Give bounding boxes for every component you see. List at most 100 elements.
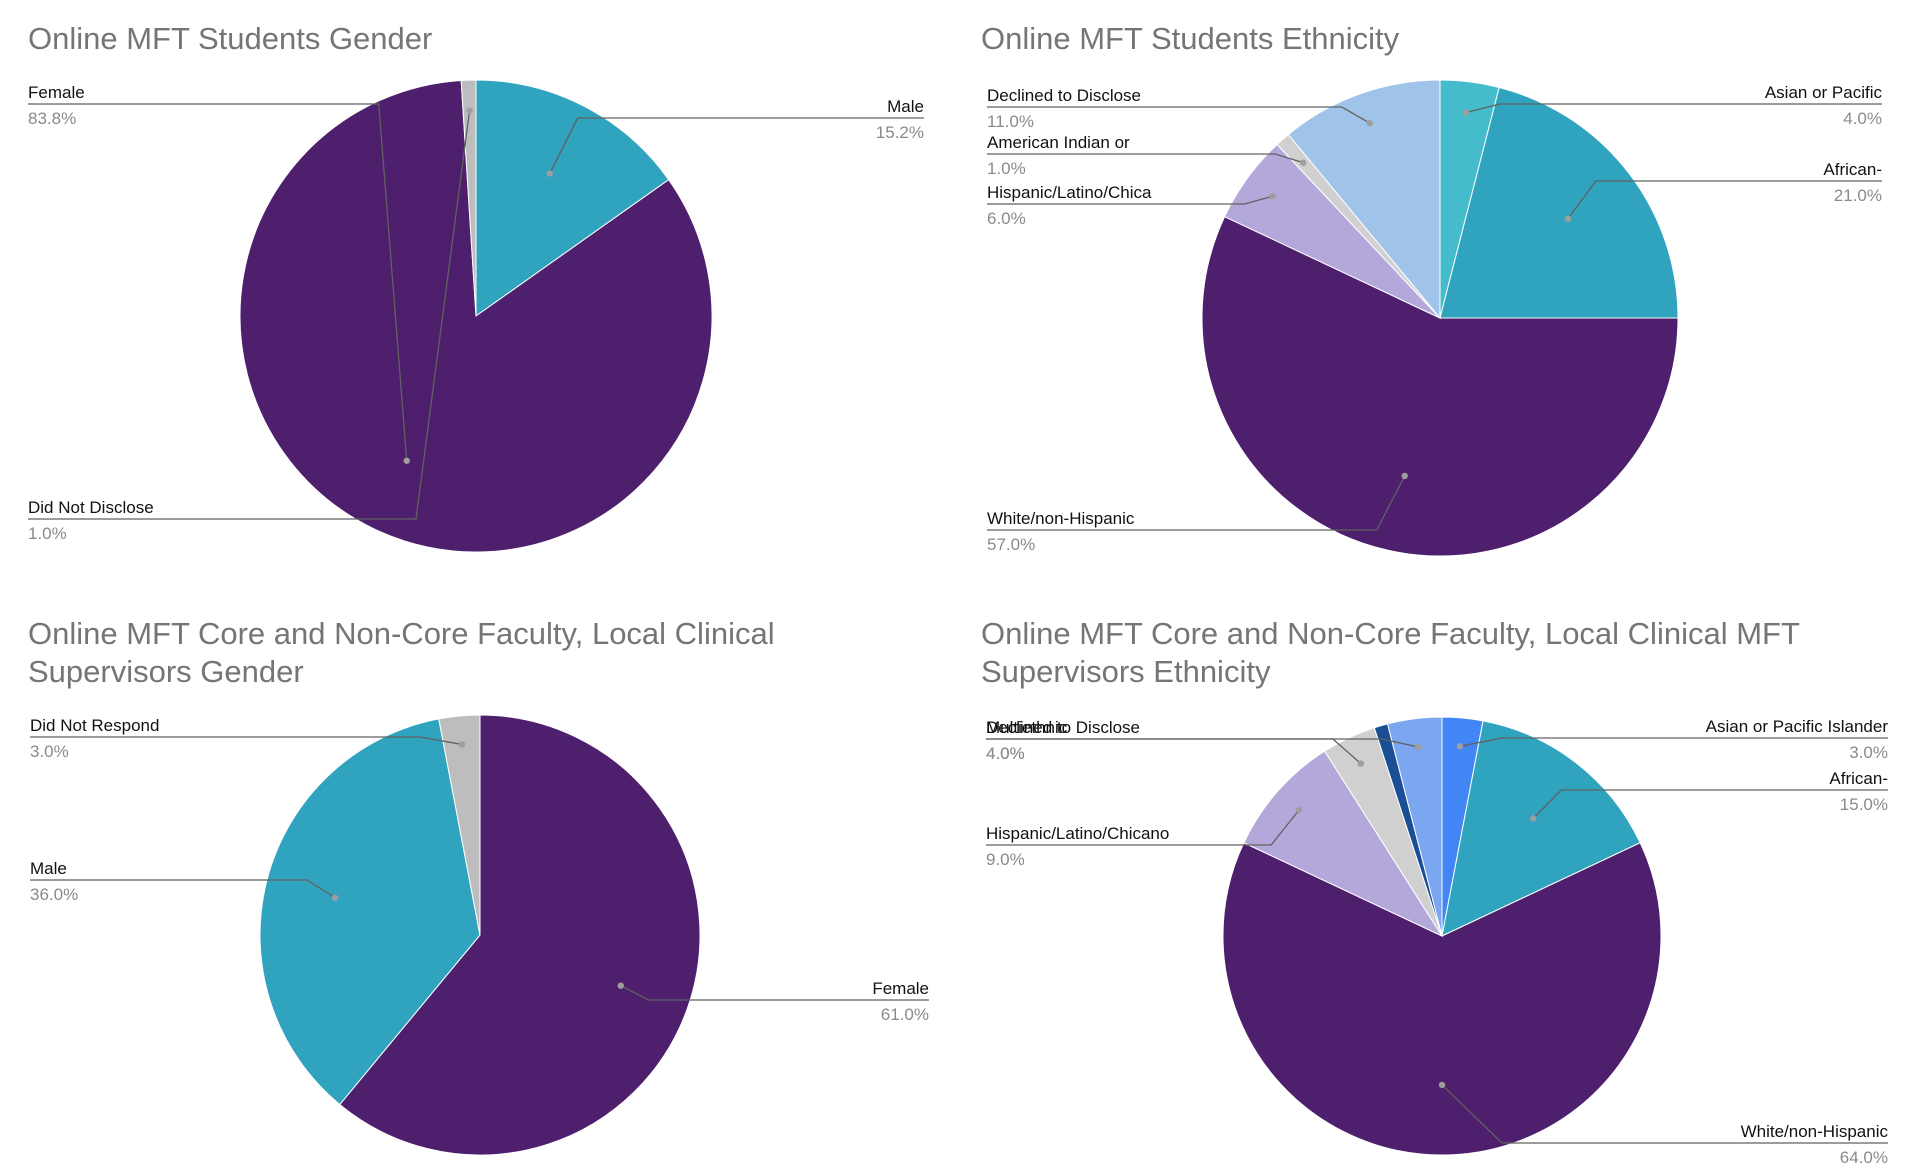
slice-label: Did Not Disclose: [28, 498, 154, 517]
slice-value: 4.0%: [986, 744, 1025, 763]
pie-slice-male: [475, 79, 670, 317]
leader-dot: [1564, 215, 1572, 223]
slice-value: 9.0%: [986, 850, 1025, 869]
leader-line: [987, 106, 1371, 124]
leader-dot: [1299, 159, 1307, 166]
slice-value: 4.0%: [986, 744, 1025, 763]
gender-faculty-panel: Online MFT Core and Non-Core Faculty, Lo…: [0, 587, 953, 1175]
slice-value: 83.8%: [28, 109, 76, 128]
leader-dot: [466, 107, 473, 114]
leader-line: [987, 195, 1273, 205]
slice-value: 1.0%: [987, 159, 1026, 178]
ethnicity-students-panel: Online MFT Students Ethnicity Asian or P…: [953, 0, 1906, 587]
leader-dot: [546, 170, 553, 177]
pie-chart-students-ethnicity: Asian or Pacific 4.0% African- 21.0% White/n…: [987, 79, 1882, 557]
pie-chart-faculty-gender: Female 61.0% Male 36.0% Did Not Respond 3.0%: [30, 714, 929, 1156]
leader-line: [1532, 789, 1888, 819]
slice-value: 61.0%: [881, 1005, 929, 1024]
leader-dot: [1357, 760, 1365, 767]
pie-slices: [259, 714, 701, 1156]
pie-slice-hispanic-latino-chicano: [1243, 750, 1444, 938]
leader-line: [986, 809, 1300, 846]
leader-dot: [403, 457, 410, 464]
slice-value: 3.0%: [1849, 743, 1888, 762]
slice-value: 4.0%: [1843, 109, 1882, 128]
pie-slice-african: [1441, 720, 1641, 937]
leader-dot: [1269, 193, 1276, 200]
gender-students-panel: Online MFT Students Gender Male 15.2% Fema…: [0, 0, 953, 587]
pie-slices: [1201, 79, 1679, 557]
slice-label: African-: [1823, 160, 1882, 179]
slice-label: Declined to Disclose: [987, 86, 1141, 105]
leader-dot: [458, 741, 466, 748]
slice-value: 15.2%: [876, 123, 924, 142]
slice-label: Hispanic/Latino/Chicano: [986, 824, 1169, 843]
pie-slice-white-non-hispanic: [1201, 215, 1679, 557]
pie-slices: [1222, 716, 1662, 1156]
slice-value: 3.0%: [30, 742, 69, 761]
slice-label: Asian or Pacific Islander: [1706, 717, 1889, 736]
leader-dot: [1456, 743, 1464, 750]
pie-slices: [239, 79, 713, 553]
slice-label: White/non-Hispanic: [1741, 1122, 1889, 1141]
leader-dot: [1366, 119, 1374, 127]
leader-line: [987, 475, 1406, 531]
slice-label: Declined to Disclose: [986, 718, 1140, 737]
pie-slice-white-non-hispanic: [1222, 842, 1662, 1156]
chart-title: Online MFT Students Gender: [28, 21, 433, 56]
pie-slice-female: [339, 714, 701, 1156]
leader-line: [28, 103, 408, 461]
pie-slice-did-not-respond: [438, 714, 481, 936]
pie-slice-declined-to-disclose: [1287, 79, 1441, 320]
slice-label: White/non-Hispanic: [987, 509, 1135, 528]
leader-dot: [331, 894, 339, 901]
leader-dot: [1295, 806, 1303, 814]
pie-slice-did-not-disclose: [460, 79, 477, 317]
slice-label: Male: [30, 859, 67, 878]
leader-line: [986, 738, 1362, 765]
slice-value: 57.0%: [987, 535, 1035, 554]
leader-dot: [1462, 109, 1470, 116]
leader-line: [1465, 103, 1882, 114]
chart-title: Online MFT Core and Non-Core Faculty, Lo…: [28, 616, 775, 689]
slice-label: African-: [1829, 769, 1888, 788]
slice-label: American Indian or: [987, 133, 1130, 152]
pie-labels: Female 61.0% Male 36.0% Did Not Respond 3.0%: [30, 716, 929, 1024]
slice-label: Female: [28, 83, 85, 102]
pie-labels: Asian or Pacific 4.0% African- 21.0% White/n…: [987, 83, 1882, 554]
slice-label: Did Not Respond: [30, 716, 159, 735]
leader-line: [620, 985, 929, 1001]
slice-value: 15.0%: [1840, 795, 1888, 814]
slice-label: Hispanic/Latino/Chica: [987, 183, 1152, 202]
ethnicity-faculty-panel: Online MFT Core and Non-Core Faculty, Lo…: [953, 587, 1906, 1175]
leader-dot: [1401, 472, 1408, 480]
leader-line: [1567, 180, 1882, 220]
pie-labels: Male 15.2% Female 83.8% Did Not Disclose 1.0%: [28, 83, 924, 543]
pie-chart-students-gender: Male 15.2% Female 83.8% Did Not Disclose 1.0%: [28, 79, 924, 553]
slice-value: 64.0%: [1840, 1148, 1888, 1167]
slice-label: Male: [887, 97, 924, 116]
leader-dot: [617, 982, 624, 989]
slice-value: 1.0%: [28, 524, 67, 543]
leader-line: [987, 153, 1304, 164]
slice-label: Female: [872, 979, 929, 998]
slice-value: 36.0%: [30, 885, 78, 904]
leader-line: [986, 738, 1419, 748]
leader-line: [30, 736, 463, 746]
pie-labels: Asian or Pacific Islander 3.0% African- 15.…: [986, 717, 1888, 1167]
pie-slice-female: [239, 79, 713, 553]
leader-dot: [1530, 815, 1537, 822]
leader-line: [1441, 1084, 1888, 1144]
leader-line: [30, 879, 336, 899]
leader-line: [28, 110, 471, 520]
slice-value: 21.0%: [1834, 186, 1882, 205]
slice-label: Asian or Pacific: [1765, 83, 1883, 102]
slice-value: 11.0%: [987, 112, 1034, 131]
pie-chart-faculty-ethnicity: Asian or Pacific Islander 3.0% African- 15.…: [986, 716, 1888, 1167]
leader-line: [549, 117, 924, 174]
pie-slice-african: [1439, 86, 1679, 319]
chart-title: Online MFT Core and Non-Core Faculty, Lo…: [981, 616, 1800, 689]
leader-dot: [1414, 743, 1422, 751]
leader-dot: [1438, 1081, 1446, 1089]
chart-title: Online MFT Students Ethnicity: [981, 21, 1400, 56]
